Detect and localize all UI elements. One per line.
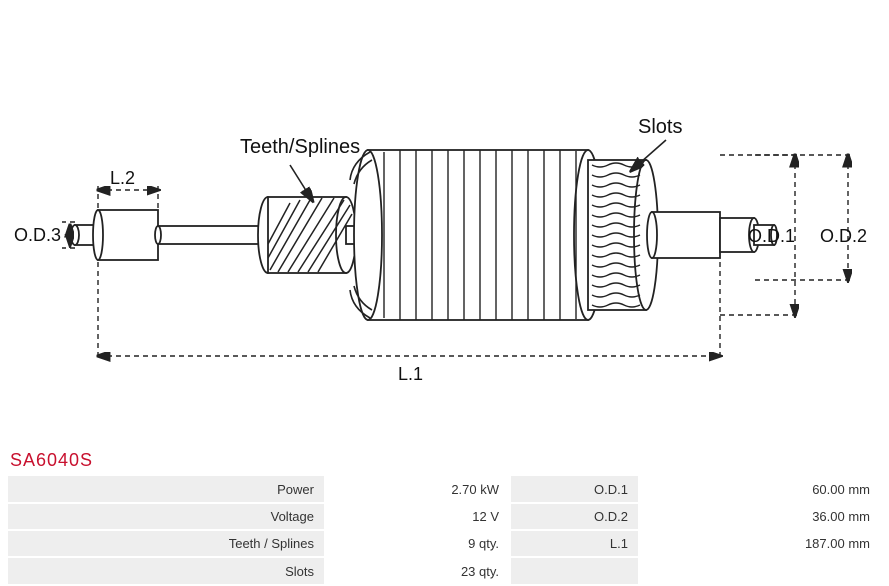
spec-value: 23 qty. — [324, 557, 510, 584]
spec-label: Voltage — [8, 503, 324, 530]
label-od2: O.D.2 — [820, 226, 867, 247]
label-od3: O.D.3 — [14, 225, 61, 246]
spec-label — [510, 557, 638, 584]
spec-label: Slots — [8, 557, 324, 584]
label-l2: L.2 — [110, 168, 135, 189]
spec-table: Power 2.70 kW O.D.1 60.00 mm Voltage 12 … — [8, 476, 880, 584]
table-row: Slots 23 qty. — [8, 557, 880, 584]
table-row: Voltage 12 V O.D.2 36.00 mm — [8, 503, 880, 530]
spec-value: 12 V — [324, 503, 510, 530]
rotor-core — [350, 150, 602, 320]
spec-value: 36.00 mm — [638, 503, 880, 530]
teeth-splines-icon — [258, 197, 356, 273]
label-l1: L.1 — [398, 364, 423, 385]
spec-label: Power — [8, 476, 324, 503]
technical-diagram: Teeth/Splines Slots L.2 O.D.3 L.1 O.D.1 … — [0, 0, 889, 440]
spec-value: 9 qty. — [324, 530, 510, 557]
armature-drawing — [0, 0, 889, 440]
table-row: Teeth / Splines 9 qty. L.1 187.00 mm — [8, 530, 880, 557]
spec-value: 60.00 mm — [638, 476, 880, 503]
label-slots: Slots — [638, 116, 682, 139]
spec-label: O.D.2 — [510, 503, 638, 530]
label-od1: O.D.1 — [748, 226, 795, 247]
spec-value: 2.70 kW — [324, 476, 510, 503]
spec-label: L.1 — [510, 530, 638, 557]
label-teeth-splines: Teeth/Splines — [240, 136, 360, 159]
part-number: SA6040S — [10, 450, 93, 471]
spec-value — [638, 557, 880, 584]
spec-label: O.D.1 — [510, 476, 638, 503]
spec-label: Teeth / Splines — [8, 530, 324, 557]
spec-value: 187.00 mm — [638, 530, 880, 557]
table-row: Power 2.70 kW O.D.1 60.00 mm — [8, 476, 880, 503]
